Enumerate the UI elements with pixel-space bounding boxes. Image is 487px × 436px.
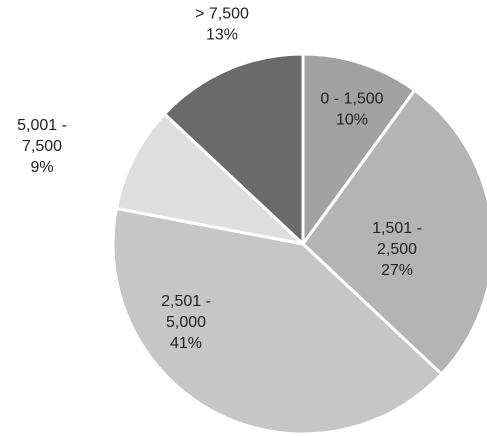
pie-label-1-501-2-500: 1,501 - 2,500 27% [372, 220, 422, 279]
pie-labels: 0 - 1,500 10% 1,501 - 2,500 27% 2,501 - 5,000 4… [17, 6, 422, 353]
pie-label-percent: 13% [206, 27, 238, 44]
pie-slices [111, 52, 487, 436]
pie-label-range: 7,500 [22, 138, 62, 155]
pie-label-percent: 10% [336, 112, 368, 129]
pie-slice-2-501-5-000 [111, 206, 443, 436]
pie-label-range: 0 - 1,500 [320, 91, 383, 108]
pie-label-range: 1,501 - [372, 220, 422, 237]
pie-label-percent: 9% [30, 159, 53, 176]
pie-label-0-1-500: 0 - 1,500 10% [320, 91, 383, 129]
pie-slice-7-500 [163, 52, 305, 246]
pie-label-range: 5,000 [166, 314, 206, 331]
pie-label-5-001-7-500: 5,001 - 7,500 9% [17, 117, 67, 176]
pie-label-percent: 27% [381, 262, 413, 279]
pie-label-7-500: > 7,500 13% [195, 6, 249, 44]
pie-label-range: > 7,500 [195, 6, 249, 23]
pie-label-range: 5,001 - [17, 117, 67, 134]
pie-label-range: 2,501 - [161, 293, 211, 310]
pie-label-range: 2,500 [377, 241, 417, 258]
pie-slice-1-501-2-500 [301, 88, 487, 376]
pie-slice-0-1-500 [301, 52, 417, 246]
pie-label-2-501-5-000: 2,501 - 5,000 41% [161, 293, 211, 352]
pie-label-percent: 41% [170, 335, 202, 352]
pie-slice-5-001-7-500 [114, 112, 305, 246]
